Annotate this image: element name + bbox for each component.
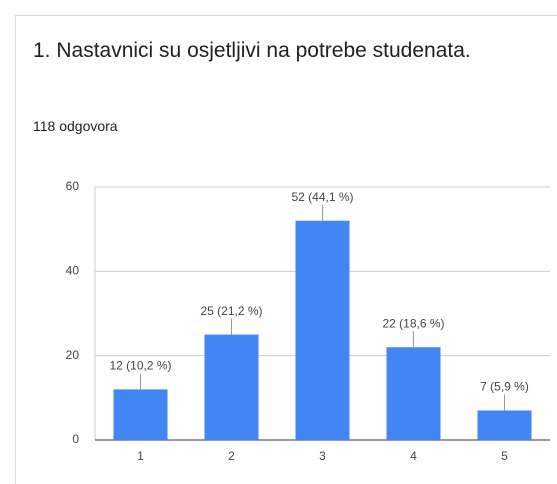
data-label: 25 (21,2 %) [200, 304, 262, 318]
bar [386, 347, 441, 440]
x-tick-label: 3 [319, 449, 326, 463]
chart-subtitle: 118 odgovora [33, 118, 118, 134]
x-tick-label: 2 [228, 449, 235, 463]
bar [204, 334, 259, 440]
data-label: 12 (10,2 %) [109, 359, 171, 373]
y-tick-label: 0 [72, 432, 79, 446]
data-label: 22 (18,6 %) [382, 316, 444, 330]
data-label: 7 (5,9 %) [480, 380, 529, 394]
x-tick-label: 1 [137, 449, 144, 463]
bar [295, 220, 350, 440]
x-tick-label: 4 [410, 449, 417, 463]
data-label: 52 (44,1 %) [291, 190, 353, 204]
y-tick-label: 60 [66, 179, 80, 193]
card [15, 15, 557, 484]
bar [477, 410, 532, 440]
chart-title: 1. Nastavnici su osjetljivi na potrebe s… [33, 39, 471, 62]
y-tick-label: 20 [66, 348, 80, 362]
y-tick-label: 40 [66, 264, 80, 278]
bar [113, 389, 168, 440]
x-tick-label: 5 [501, 449, 508, 463]
